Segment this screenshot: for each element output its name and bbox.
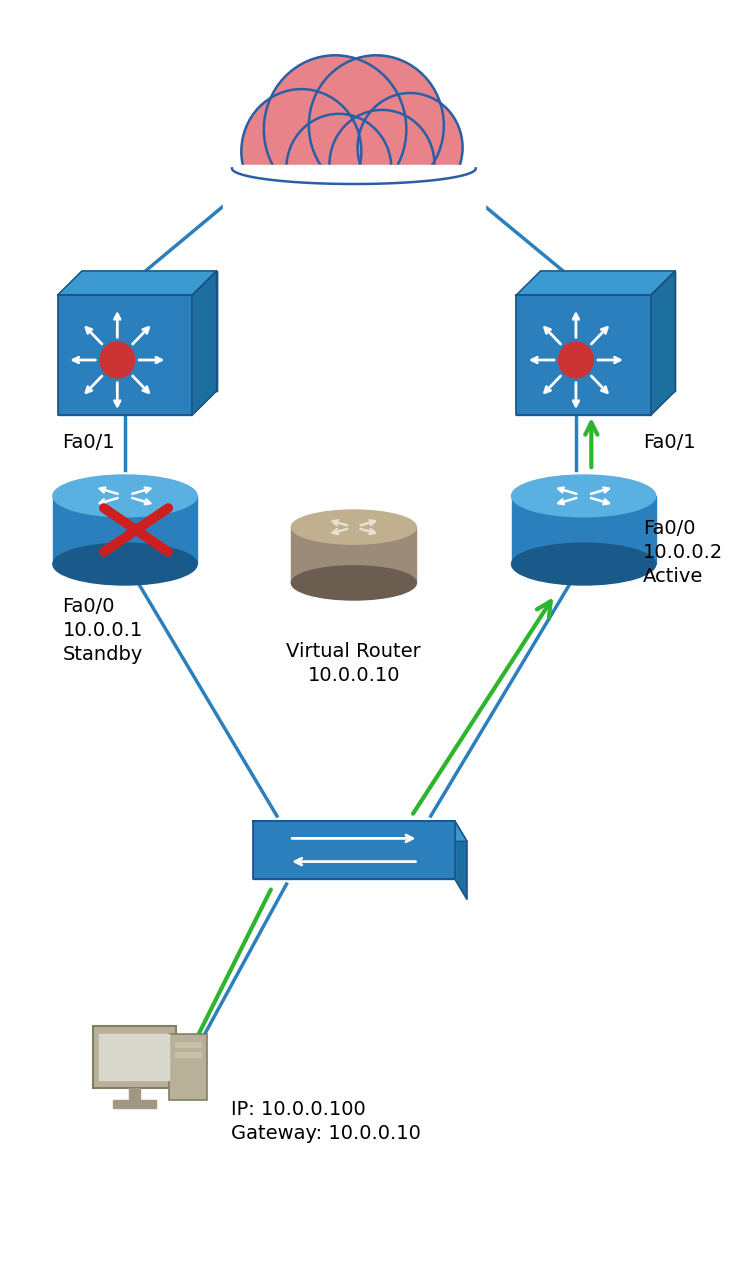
Text: Fa0/1: Fa0/1 xyxy=(643,433,696,452)
Circle shape xyxy=(286,114,392,223)
Bar xyxy=(53,496,197,565)
Polygon shape xyxy=(253,820,455,879)
Polygon shape xyxy=(253,820,467,842)
Circle shape xyxy=(263,56,406,204)
Ellipse shape xyxy=(291,510,417,544)
Text: Fa0/1: Fa0/1 xyxy=(63,433,115,452)
Circle shape xyxy=(100,342,135,379)
Bar xyxy=(93,1025,176,1087)
Bar xyxy=(99,1034,169,1080)
Polygon shape xyxy=(517,295,651,415)
Text: Fa0/0
10.0.0.1
Standby: Fa0/0 10.0.0.1 Standby xyxy=(63,598,143,665)
Text: Virtual Router
10.0.0.10: Virtual Router 10.0.0.10 xyxy=(286,642,421,685)
Circle shape xyxy=(309,56,444,196)
Ellipse shape xyxy=(512,475,656,517)
Polygon shape xyxy=(57,271,216,295)
Bar xyxy=(175,1052,202,1057)
Text: IP: 10.0.0.100
Gateway: 10.0.0.10: IP: 10.0.0.100 Gateway: 10.0.0.10 xyxy=(231,1100,421,1143)
Polygon shape xyxy=(57,295,192,415)
Bar xyxy=(129,1087,141,1100)
Circle shape xyxy=(358,92,463,203)
Ellipse shape xyxy=(53,543,197,585)
Bar xyxy=(222,165,485,256)
Polygon shape xyxy=(192,271,216,415)
Polygon shape xyxy=(455,820,467,899)
Polygon shape xyxy=(517,271,675,295)
Bar xyxy=(291,527,417,582)
Bar xyxy=(175,1042,202,1047)
Ellipse shape xyxy=(512,543,656,585)
Bar xyxy=(113,1100,156,1109)
Polygon shape xyxy=(540,271,675,391)
Circle shape xyxy=(241,89,361,214)
Polygon shape xyxy=(651,271,675,415)
Bar xyxy=(169,1033,207,1100)
Bar xyxy=(512,496,656,565)
Ellipse shape xyxy=(291,566,417,600)
Ellipse shape xyxy=(53,475,197,517)
Polygon shape xyxy=(82,271,216,391)
Circle shape xyxy=(559,342,593,379)
Text: Fa0/0
10.0.0.2
Active: Fa0/0 10.0.0.2 Active xyxy=(643,519,723,586)
Circle shape xyxy=(330,110,434,219)
